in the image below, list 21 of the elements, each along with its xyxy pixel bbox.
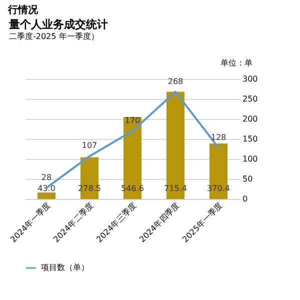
data-label: 28 (41, 172, 52, 182)
bar (38, 192, 56, 199)
text: 行情况 (6, 4, 39, 17)
data-label: 128 (210, 132, 226, 142)
data-label: 170 (124, 116, 140, 125)
y-tick-label: 250 (242, 94, 258, 104)
bar (166, 92, 184, 199)
y-tick-label: 100 (242, 154, 258, 164)
y-tick-label: 200 (242, 114, 258, 124)
bar (124, 117, 142, 199)
data-label: 43.0 (38, 184, 56, 193)
y-tick-label: 300 (242, 74, 258, 84)
data-label: 107 (82, 141, 98, 150)
legend-label: 项目数（单） (41, 263, 89, 272)
y-axis-title: 单位：单 (220, 58, 252, 68)
chart-subtitle: 二季度-2025 年一季度） (8, 32, 99, 41)
y-tick-label: 0 (242, 194, 248, 204)
chart-title: 量个人业务成交统计 (8, 18, 108, 31)
data-label: 268 (168, 76, 184, 86)
y-tick-label: 150 (242, 134, 258, 144)
y-tick-label: 50 (242, 174, 253, 184)
